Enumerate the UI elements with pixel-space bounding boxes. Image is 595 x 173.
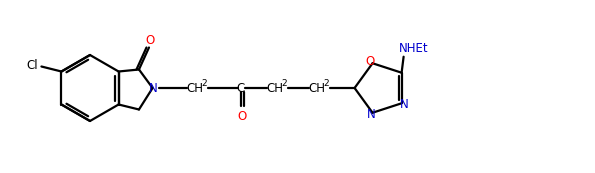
Text: O: O [145, 34, 155, 47]
Text: CH: CH [308, 81, 325, 94]
Text: O: O [365, 55, 374, 68]
Text: Cl: Cl [27, 59, 38, 72]
Text: C: C [236, 81, 245, 94]
Text: 2: 2 [324, 80, 330, 89]
Text: N: N [367, 108, 376, 121]
Text: 2: 2 [282, 80, 287, 89]
Text: NHEt: NHEt [399, 42, 428, 55]
Text: O: O [237, 111, 247, 124]
Text: N: N [400, 98, 409, 111]
Text: 2: 2 [202, 80, 208, 89]
Text: CH: CH [186, 81, 203, 94]
Text: N: N [149, 81, 158, 94]
Text: CH: CH [266, 81, 283, 94]
